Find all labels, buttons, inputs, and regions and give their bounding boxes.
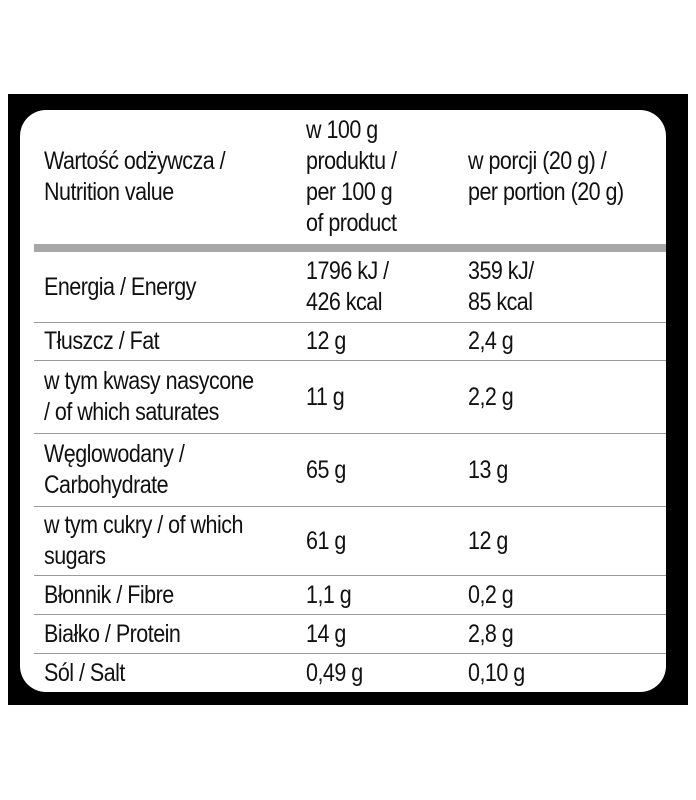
nutrition-card: Wartość odżywcza / Nutrition value w 100… (20, 110, 666, 692)
nutrient-name: w tym cukry / of which sugars (44, 511, 243, 570)
header-nutrient: Wartość odżywcza / Nutrition value (44, 147, 226, 206)
nutrient-name: Sól / Salt (44, 658, 125, 687)
nutrient-name: Błonnik / Fibre (44, 580, 174, 609)
value-per-portion: 0,2 g (468, 580, 514, 609)
value-per-portion: 12 g (468, 526, 508, 555)
value-per-100g: 61 g (306, 526, 346, 555)
value-per-portion: 2,2 g (468, 382, 514, 411)
table-row: w tym kwasy nasycone / of which saturate… (34, 361, 666, 434)
value-per-portion: 359 kJ/ 85 kcal (468, 257, 534, 316)
value-per-portion: 13 g (468, 455, 508, 484)
value-per-100g: 14 g (306, 619, 346, 648)
table-row: Energia / Energy 1796 kJ / 426 kcal 359 … (34, 252, 666, 323)
table-row: Tłuszcz / Fat 12 g 2,4 g (34, 323, 666, 361)
value-per-portion: 2,8 g (468, 619, 514, 648)
nutrient-name: Tłuszcz / Fat (44, 327, 160, 355)
nutrient-name: Białko / Protein (44, 619, 181, 648)
value-per-100g: 65 g (306, 455, 346, 484)
nutrition-table: Wartość odżywcza / Nutrition value w 100… (34, 110, 666, 692)
value-per-portion: 2,4 g (468, 327, 514, 355)
nutrient-name: Energia / Energy (44, 272, 196, 301)
header-row: Wartość odżywcza / Nutrition value w 100… (34, 110, 666, 252)
value-per-100g: 0,49 g (306, 658, 363, 687)
value-per-portion: 0,10 g (468, 658, 525, 687)
table-row: w tym cukry / of which sugars 61 g 12 g (34, 507, 666, 576)
nutrient-name: w tym kwasy nasycone / of which saturate… (44, 367, 254, 426)
value-per-100g: 1796 kJ / 426 kcal (306, 257, 389, 316)
table-row: Białko / Protein 14 g 2,8 g (34, 615, 666, 654)
table-row: Błonnik / Fibre 1,1 g 0,2 g (34, 576, 666, 615)
nutrient-name: Węglowodany / Carbohydrate (44, 440, 185, 499)
table-row: Węglowodany / Carbohydrate 65 g 13 g (34, 434, 666, 507)
header-per-portion: w porcji (20 g) / per portion (20 g) (468, 147, 624, 206)
value-per-100g: 1,1 g (306, 580, 352, 609)
value-per-100g: 11 g (306, 382, 345, 411)
header-per-100g: w 100 g produktu / per 100 g of product (306, 116, 397, 237)
table-row: Sól / Salt 0,49 g 0,10 g (34, 654, 666, 692)
value-per-100g: 12 g (306, 327, 346, 355)
